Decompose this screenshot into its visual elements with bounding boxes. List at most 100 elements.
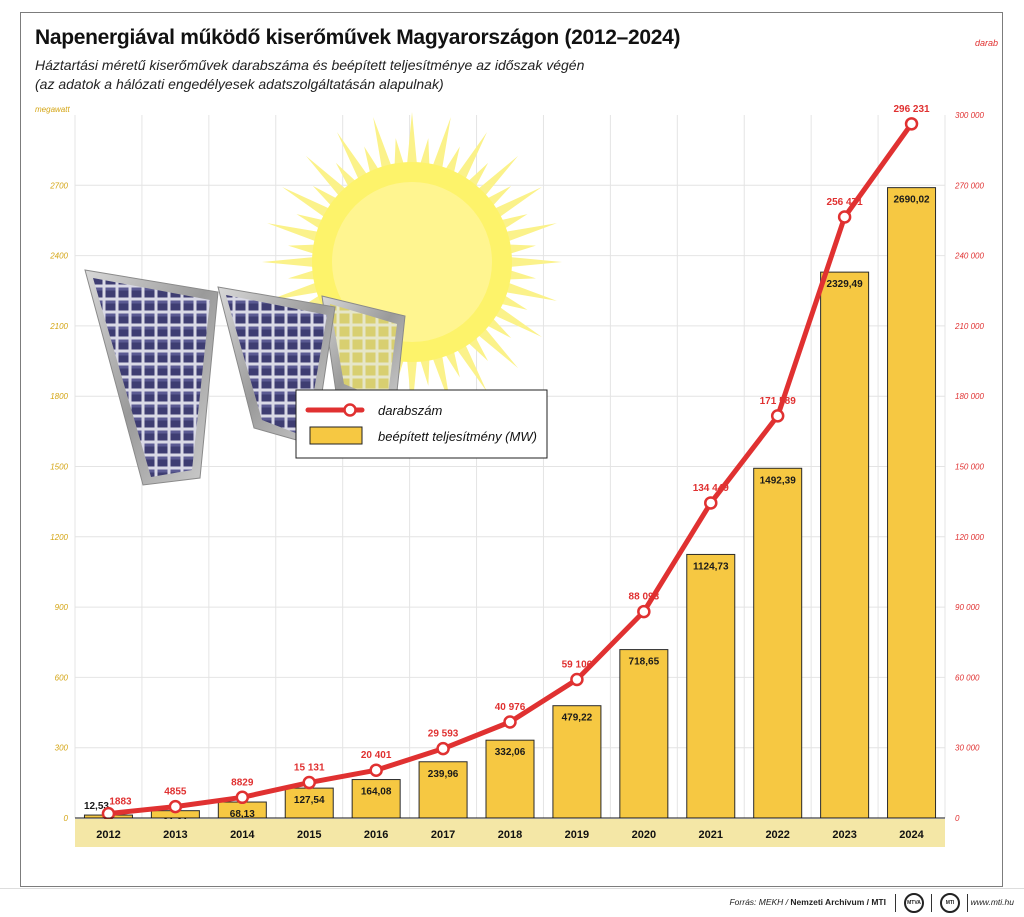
legend: darabszám beépített teljesítmény (MW) [295, 389, 548, 459]
left-tick-label: 600 [55, 673, 69, 682]
line-label-2024: 296 231 [893, 104, 930, 115]
subtitle-line-2: (az adatok a hálózati engedélyesek adats… [35, 76, 444, 92]
left-tick-label: 1800 [50, 392, 68, 401]
right-tick-label: 270 000 [954, 181, 984, 190]
legend-label-darabszam: darabszám [378, 403, 442, 418]
line-point-2013 [168, 799, 183, 814]
line-point-2017 [436, 741, 450, 756]
bar-2016 [351, 779, 401, 819]
right-tick-label: 180 000 [955, 392, 984, 401]
right-tick-label: 90 000 [955, 603, 980, 612]
line-point-2023 [837, 210, 852, 224]
line-point-2012 [101, 806, 116, 821]
left-tick-label: 1500 [50, 463, 68, 472]
website-link[interactable]: www.mti.hu [970, 897, 1014, 907]
bar-2017 [418, 761, 468, 819]
x-tick-label-2016: 2016 [364, 829, 388, 841]
subtitle-line-1: Háztartási méretű kiserőművek darabszáma… [35, 57, 585, 73]
left-tick-label: 2100 [49, 322, 68, 331]
bar-label-2020: 718,65 [629, 657, 660, 668]
sun-core [332, 182, 492, 342]
bar-2021 [686, 553, 736, 819]
x-tick-label-2013: 2013 [163, 829, 187, 841]
chart-title: Napenergiával működő kiserőművek Magyaro… [35, 26, 681, 49]
x-tick-label-2022: 2022 [765, 829, 789, 841]
bar-label-2021: 1124,73 [693, 561, 729, 572]
line-label-2013: 4855 [164, 787, 187, 798]
bar-label-2024: 2690,02 [893, 195, 930, 206]
line-label-2018: 40 976 [495, 702, 526, 713]
axes: 2012 2013 2014 2015 2016 2017 2018 2019 2020 2021… [35, 38, 998, 847]
left-tick-label: 2700 [49, 181, 68, 190]
legend-box [295, 389, 548, 459]
bar-label-2016: 164,08 [361, 787, 392, 798]
x-tick-label-2017: 2017 [431, 829, 455, 841]
right-tick-label: 0 [955, 814, 960, 823]
bar-label-2022: 1492,39 [760, 475, 797, 486]
line-label-2012: 1883 [109, 797, 132, 808]
right-tick-label: 60 000 [955, 673, 980, 682]
mti-logo: MTI [940, 893, 960, 913]
right-tick-label: 210 000 [954, 322, 984, 331]
line-point-2022 [770, 409, 785, 423]
bar-label-2018: 332,06 [495, 747, 526, 758]
mtva-logo: MTVA [904, 893, 924, 913]
line-point-2018 [503, 715, 517, 729]
footer-separator [931, 894, 932, 912]
bar-2018 [485, 739, 535, 819]
x-tick-label-2023: 2023 [832, 829, 856, 841]
legend-line-marker [343, 403, 357, 417]
line-label-2016: 20 401 [361, 750, 392, 761]
line-label-2023: 256 471 [827, 197, 864, 208]
footer-separator [967, 894, 968, 912]
bar-label-2015: 127,54 [294, 795, 325, 806]
bar-label-2017: 239,96 [428, 769, 459, 780]
line-point-2015 [302, 775, 316, 790]
left-axis-unit: megawatt [35, 105, 70, 114]
bar-2024 [887, 187, 937, 819]
right-tick-label: 30 000 [955, 744, 980, 753]
source-text: Forrás: MEKH / Nemzeti Archívum / MTI [729, 897, 886, 907]
line-label-2020: 88 093 [629, 592, 660, 603]
solar-panel-back-cells [330, 304, 397, 402]
x-tick-label-2018: 2018 [498, 829, 522, 841]
x-tick-label-2014: 2014 [230, 829, 255, 841]
bar-2022 [753, 467, 803, 819]
x-tick-label-2024: 2024 [899, 829, 924, 841]
right-tick-label: 300 000 [955, 111, 984, 120]
bar-label-2023: 2329,49 [827, 279, 864, 290]
line-label-2019: 59 106 [562, 659, 593, 670]
right-tick-label: 150 000 [955, 463, 984, 472]
x-tick-label-2012: 2012 [96, 829, 120, 841]
line-label-2015: 15 131 [294, 763, 325, 774]
line-point-2016 [369, 763, 383, 777]
line-point-2021 [704, 496, 718, 510]
line-label-2014: 8829 [231, 777, 254, 788]
line-label-2021: 134 449 [693, 483, 730, 494]
chart-subtitle: Háztartási méretű kiserőművek darabszáma… [35, 56, 584, 94]
left-tick-label: 2400 [49, 252, 68, 261]
x-tick-label-2021: 2021 [699, 829, 723, 841]
bar-label-2014: 68,13 [230, 809, 255, 820]
footer-separator [895, 894, 896, 912]
bar-label-2019: 479,22 [562, 713, 593, 724]
line-point-2024 [904, 117, 919, 131]
x-axis-band [75, 819, 945, 847]
right-tick-label: 240 000 [954, 252, 984, 261]
left-tick-label: 900 [55, 603, 69, 612]
legend-label-teljesitmeny: beépített teljesítmény (MW) [378, 429, 537, 444]
line-series [101, 117, 919, 821]
line-label-2017: 29 593 [428, 729, 459, 740]
left-tick-label: 1200 [50, 533, 68, 542]
bar-2023 [820, 271, 870, 819]
line-point-2020 [637, 604, 651, 619]
bar-label-2012: 12,53 [84, 801, 109, 812]
right-tick-label: 120 000 [955, 533, 984, 542]
bar-2015 [284, 787, 334, 819]
line-value-labels: 1883 4855 8829 15 131 20 401 29 593 40 976 59 1… [109, 104, 930, 808]
line-point-2019 [570, 672, 584, 687]
x-tick-label-2015: 2015 [297, 829, 321, 841]
left-tick-label: 0 [64, 814, 69, 823]
line-point-2014 [235, 790, 250, 805]
bar-2020 [619, 649, 669, 819]
